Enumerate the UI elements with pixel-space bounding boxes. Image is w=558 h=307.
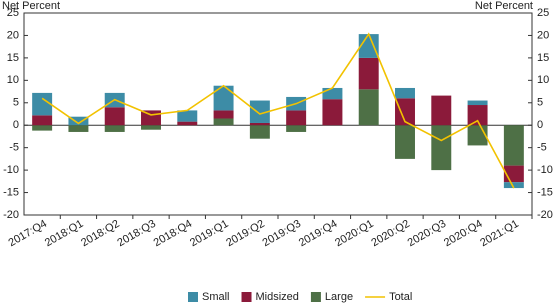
bar: [213, 110, 234, 119]
bar: [249, 122, 270, 126]
bar: [286, 110, 307, 126]
bar: [395, 125, 415, 159]
x-tick-label: 2017:Q4: [7, 218, 50, 249]
bar: [503, 182, 524, 189]
y-tick-label: 25: [7, 7, 19, 19]
y2-tick-label: 10: [537, 74, 549, 86]
y-tick-label: -5: [9, 142, 19, 154]
y-tick-label: 10: [7, 74, 19, 86]
y-tick-label: 15: [7, 52, 19, 64]
x-tick-label: 2020:Q2: [369, 218, 412, 249]
bar: [395, 87, 415, 99]
y2-tick-label: -15: [537, 186, 553, 198]
y-tick-label: -15: [3, 186, 19, 198]
x-tick-label: 2020:Q3: [406, 218, 449, 249]
y2-tick-label: -5: [537, 142, 547, 154]
y2-tick-label: 25: [537, 7, 549, 19]
bar: [249, 100, 270, 123]
bar: [68, 116, 89, 126]
y2-axis-label: Net Percent: [475, 0, 533, 12]
bar: [104, 107, 125, 126]
x-tick-label: 2018:Q4: [152, 218, 195, 249]
x-tick-label: 2020:Q1: [333, 218, 376, 249]
y-tick-label: 5: [13, 97, 19, 109]
bar: [286, 125, 307, 132]
bar: [467, 105, 488, 126]
x-tick-label: 2018:Q1: [43, 218, 86, 249]
bar: [358, 57, 379, 90]
legend-label: Large: [325, 291, 353, 303]
y-tick-label: -10: [3, 164, 19, 176]
x-tick-label: 2019:Q2: [224, 218, 267, 249]
bar: [322, 99, 343, 126]
y2-tick-label: 5: [537, 97, 543, 109]
y2-tick-label: 0: [537, 119, 543, 131]
bar: [32, 125, 53, 131]
x-tick-label: 2019:Q3: [261, 218, 304, 249]
bar: [177, 121, 198, 126]
legend-swatch: [188, 292, 198, 302]
bar: [358, 89, 379, 126]
y2-tick-label: 20: [537, 29, 549, 41]
x-tick-label: 2020:Q4: [442, 218, 485, 249]
legend-label: Total: [389, 291, 412, 303]
y-tick-label: -20: [3, 209, 19, 221]
legend-label: Midsized: [256, 291, 299, 303]
y2-tick-label: -20: [537, 209, 553, 221]
x-tick-label: 2019:Q1: [188, 218, 231, 249]
bar: [104, 125, 125, 132]
x-tick-label: 2018:Q3: [115, 218, 158, 249]
bar: [32, 92, 53, 116]
bar: [213, 85, 234, 111]
bar: [32, 115, 53, 126]
bar: [68, 125, 89, 132]
bar: [431, 95, 452, 126]
y-tick-label: 20: [7, 29, 19, 41]
legend-swatch: [241, 292, 252, 302]
bar: [322, 87, 343, 100]
bar: [213, 118, 234, 126]
y-tick-label: 0: [13, 119, 19, 131]
bar: [249, 125, 270, 139]
bar: [503, 125, 524, 166]
x-tick-label: 2019:Q4: [297, 218, 340, 249]
y-axis-label: Net Percent: [2, 0, 60, 12]
bar: [141, 125, 161, 130]
plot-frame: [23, 12, 533, 216]
y2-tick-label: -10: [537, 164, 553, 176]
legend-swatch: [310, 292, 321, 302]
bar: [467, 100, 488, 106]
bar: [177, 110, 198, 122]
x-tick-label: 2021:Q1: [478, 218, 521, 249]
bar: [358, 34, 379, 58]
bar: [431, 125, 452, 171]
x-tick-label: 2018:Q2: [79, 218, 122, 249]
y2-tick-label: 15: [537, 52, 549, 64]
line: [41, 32, 515, 189]
legend-label: Small: [202, 291, 230, 303]
bar: [395, 98, 415, 126]
